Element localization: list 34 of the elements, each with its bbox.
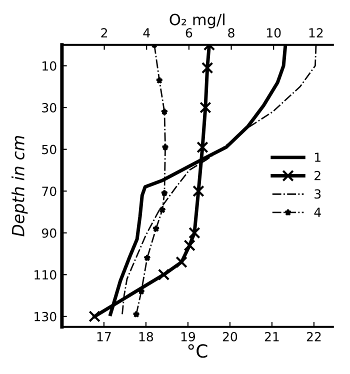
- y-tick-label: 70: [42, 186, 56, 196]
- x2-tick-label: 2: [101, 28, 108, 38]
- legend-label: 2: [314, 170, 320, 180]
- y-tick-label: 50: [42, 144, 56, 154]
- y-axis-title: Depth in cm: [12, 136, 28, 236]
- x2-tick-label: 10: [267, 28, 281, 38]
- point: [158, 206, 166, 214]
- y-tick-label: 110: [34, 270, 56, 280]
- y-tick-label: 90: [42, 228, 56, 238]
- legend-label: 3: [314, 189, 321, 199]
- x2-tick-label: 8: [228, 28, 234, 38]
- x-axis-title: °C: [188, 344, 208, 358]
- y-tick-label: 130: [34, 312, 56, 322]
- y-tick-label: 10: [42, 61, 56, 71]
- point: [162, 143, 169, 151]
- legend-label: 4: [314, 208, 321, 217]
- x-tick-label: 19: [181, 332, 196, 342]
- x-tick-label: 20: [222, 332, 238, 342]
- x-tick-label: 17: [97, 332, 111, 342]
- x2-tick-label: 4: [143, 28, 150, 38]
- x2-tick-label: 6: [186, 28, 192, 38]
- x-tick-label: 18: [139, 332, 154, 342]
- x2-axis-title: O₂ mg/l: [170, 14, 224, 28]
- point: [160, 108, 168, 116]
- point: [132, 310, 140, 318]
- legend-label: 1: [315, 152, 320, 162]
- point: [156, 76, 164, 84]
- x2-tick-label: 12: [309, 28, 323, 38]
- point: [160, 189, 168, 196]
- x-tick-label: 21: [264, 332, 279, 342]
- point: [144, 254, 151, 262]
- x-tick-label: 22: [306, 332, 321, 342]
- point: [152, 224, 160, 232]
- y-tick-label: 30: [42, 103, 56, 112]
